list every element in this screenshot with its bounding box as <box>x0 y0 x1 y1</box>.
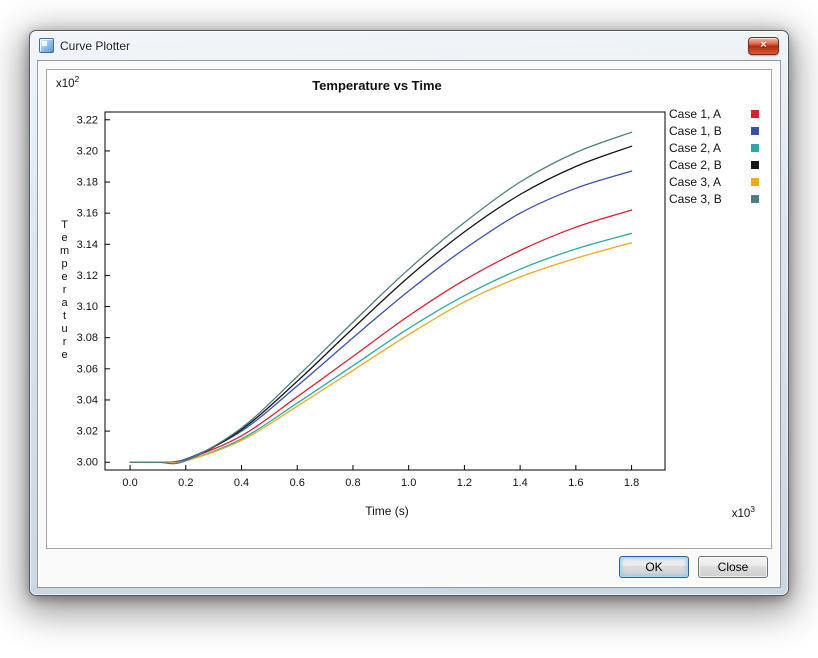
legend-item: Case 3, A <box>669 174 759 190</box>
svg-text:3.12: 3.12 <box>77 270 98 282</box>
svg-text:3.14: 3.14 <box>77 239 98 251</box>
legend: Case 1, A Case 1, B Case 2, A Case 2, B Case… <box>669 106 759 207</box>
close-icon: × <box>760 39 767 51</box>
legend-swatch <box>751 178 759 186</box>
legend-label: Case 1, A <box>669 107 722 121</box>
svg-text:3.08: 3.08 <box>77 332 98 344</box>
svg-text:1.0: 1.0 <box>401 477 416 489</box>
legend-swatch <box>751 110 759 118</box>
x-multiplier-base: x10 <box>731 507 751 520</box>
plot-canvas: 0.0 0.2 0.4 0.6 0.8 1.0 1.2 1.4 1.6 1.8 3.00 3.02 3.… <box>77 111 666 489</box>
svg-text:0.8: 0.8 <box>345 477 360 489</box>
legend-item: Case 1, A <box>669 106 759 122</box>
x-multiplier-exponent: 3 <box>750 504 755 514</box>
legend-swatch <box>751 161 759 169</box>
legend-swatch <box>751 144 759 152</box>
svg-text:3.10: 3.10 <box>77 301 98 313</box>
legend-item: Case 3, B <box>669 191 759 207</box>
svg-text:0.4: 0.4 <box>234 477 249 489</box>
legend-item: Case 2, B <box>669 157 759 173</box>
svg-text:3.00: 3.00 <box>77 457 98 469</box>
curve-plotter-window: Curve Plotter × Temperature vs Time x102… <box>29 30 789 596</box>
close-button[interactable]: Close <box>698 556 768 578</box>
legend-swatch <box>751 127 759 135</box>
svg-text:3.22: 3.22 <box>77 114 98 126</box>
window-title: Curve Plotter <box>60 38 131 53</box>
svg-text:3.02: 3.02 <box>77 426 98 438</box>
title-bar[interactable]: Curve Plotter × <box>37 31 781 60</box>
x-axis-multiplier: x103 <box>732 504 755 520</box>
svg-text:0.2: 0.2 <box>178 477 193 489</box>
svg-text:1.2: 1.2 <box>457 477 472 489</box>
y-axis-multiplier: x102 <box>56 74 79 90</box>
legend-item: Case 1, B <box>669 123 759 139</box>
app-icon <box>39 38 54 53</box>
svg-text:3.20: 3.20 <box>77 145 98 157</box>
legend-label: Case 2, A <box>669 141 722 155</box>
legend-swatch <box>751 195 759 203</box>
svg-text:3.18: 3.18 <box>77 177 98 189</box>
legend-label: Case 3, B <box>669 192 722 206</box>
close-window-button[interactable]: × <box>748 36 779 55</box>
chart-title: Temperature vs Time <box>312 78 442 93</box>
dialog-buttons: OK Close <box>46 549 772 579</box>
legend-item: Case 2, A <box>669 140 759 156</box>
svg-text:1.4: 1.4 <box>512 477 527 489</box>
svg-text:1.6: 1.6 <box>568 477 583 489</box>
svg-text:3.16: 3.16 <box>77 208 98 220</box>
y-multiplier-base: x10 <box>56 77 75 90</box>
svg-text:0.0: 0.0 <box>122 477 137 489</box>
ok-button[interactable]: OK <box>619 556 689 578</box>
legend-label: Case 3, A <box>669 175 722 189</box>
legend-label: Case 2, B <box>669 158 722 172</box>
legend-label: Case 1, B <box>669 124 722 138</box>
x-axis-label: Time (s) <box>365 504 409 518</box>
svg-text:3.04: 3.04 <box>77 394 98 406</box>
svg-text:0.6: 0.6 <box>290 477 305 489</box>
svg-text:1.8: 1.8 <box>624 477 639 489</box>
y-multiplier-exponent: 2 <box>74 74 80 84</box>
svg-text:3.06: 3.06 <box>77 363 98 375</box>
